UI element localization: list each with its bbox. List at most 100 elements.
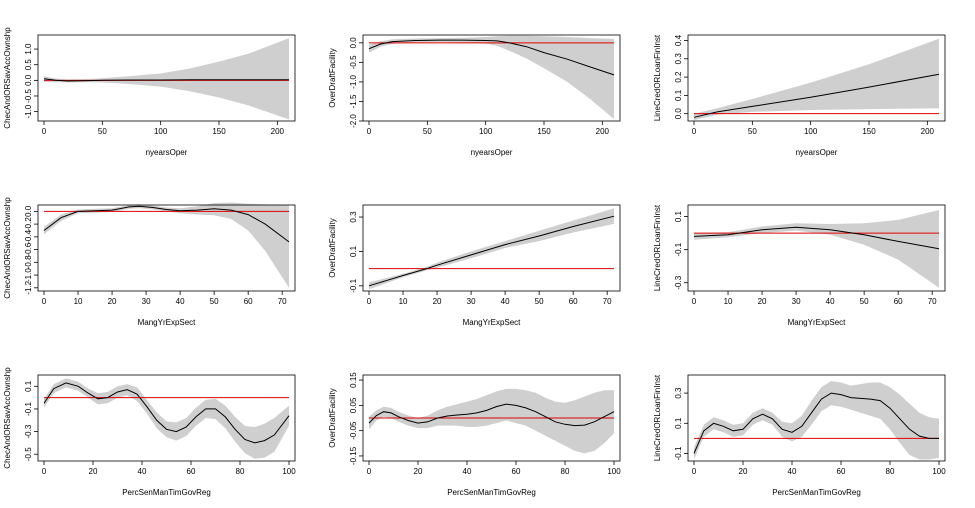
y-tick-label: 0.5 bbox=[24, 59, 33, 71]
y-tick-label: -1.2 bbox=[24, 280, 33, 294]
y-tick-label: -0.1 bbox=[674, 242, 683, 256]
x-tick-label: 20 bbox=[758, 297, 767, 306]
panel-6: 0 10 20 30 40 50 60 70 -0.3 -0.1 0.1 MangYrExpSect L… bbox=[653, 204, 946, 327]
panel-1: 0 50 100 150 200 -1.0-0.5 0.0 0.5 1.0 nyearsOper C… bbox=[3, 27, 296, 157]
fitted-smooth-line bbox=[368, 403, 615, 427]
plot-frame bbox=[37, 374, 296, 462]
y-tick-label: -0.15 bbox=[349, 446, 358, 465]
x-tick-label: 0 bbox=[692, 297, 697, 306]
y-tick-label: 0.1 bbox=[349, 245, 358, 257]
y-tick-label: -0.6 bbox=[24, 242, 33, 256]
y-axis-label: OverDraftFacility bbox=[328, 388, 337, 448]
confidence-band bbox=[44, 378, 289, 459]
x-tick-label: 0 bbox=[692, 127, 697, 136]
x-tick-label: 60 bbox=[244, 297, 253, 306]
x-tick-label: 70 bbox=[603, 297, 612, 306]
x-tick-label: 50 bbox=[210, 297, 219, 306]
x-tick-label: 0 bbox=[367, 467, 372, 476]
y-tick-label: 0.1 bbox=[674, 210, 683, 222]
x-tick-label: 200 bbox=[921, 127, 935, 136]
x-tick-label: 100 bbox=[154, 127, 168, 136]
x-tick-label: 80 bbox=[236, 467, 245, 476]
y-tick-label: -0.05 bbox=[349, 421, 358, 440]
y-axis-label: LineCredORLoanFinInst bbox=[653, 374, 662, 461]
x-tick-label: 0 bbox=[367, 297, 372, 306]
plot-frame bbox=[37, 34, 296, 122]
x-axis-label: PercSenManTimGovReg bbox=[447, 488, 536, 497]
y-tick-label: 0.0 bbox=[349, 37, 358, 49]
x-tick-label: 100 bbox=[804, 127, 818, 136]
y-tick-label: 0.0 bbox=[24, 74, 33, 86]
y-tick-label: 0.4 bbox=[674, 34, 683, 46]
x-axis-label: nyearsOper bbox=[471, 148, 513, 157]
x-axis-label: MangYrExpSect bbox=[788, 318, 847, 327]
fitted-smooth-line bbox=[43, 382, 290, 444]
x-axis-label: nyearsOper bbox=[146, 148, 188, 157]
y-tick-label: 0.3 bbox=[674, 53, 683, 65]
x-axis-label: MangYrExpSect bbox=[138, 318, 197, 327]
confidence-band bbox=[44, 202, 289, 288]
y-tick-label: 0.2 bbox=[674, 71, 683, 83]
x-tick-label: 60 bbox=[512, 467, 521, 476]
plot-frame bbox=[687, 204, 946, 292]
x-tick-label: 20 bbox=[739, 467, 748, 476]
plot-frame bbox=[362, 374, 621, 462]
x-tick-label: 70 bbox=[928, 297, 937, 306]
x-tick-label: 10 bbox=[399, 297, 408, 306]
x-tick-label: 40 bbox=[501, 297, 510, 306]
fitted-smooth-line bbox=[368, 39, 615, 76]
x-tick-label: 100 bbox=[479, 127, 493, 136]
plot-frame bbox=[37, 204, 296, 292]
y-tick-label: -1.0 bbox=[349, 74, 358, 88]
y-tick-label: -0.1 bbox=[24, 402, 33, 416]
y-tick-label: -0.3 bbox=[24, 424, 33, 438]
x-tick-label: 40 bbox=[176, 297, 185, 306]
x-tick-label: 150 bbox=[212, 127, 226, 136]
x-tick-label: 200 bbox=[596, 127, 610, 136]
y-tick-label: 0.1 bbox=[24, 380, 33, 392]
x-axis-label: nyearsOper bbox=[796, 148, 838, 157]
y-tick-label: -2.0 bbox=[349, 114, 358, 128]
x-tick-label: 100 bbox=[282, 467, 296, 476]
x-axis-label: PercSenManTimGovReg bbox=[772, 488, 861, 497]
y-tick-label: 0.05 bbox=[349, 397, 358, 413]
x-tick-label: 0 bbox=[692, 467, 697, 476]
x-tick-label: 40 bbox=[138, 467, 147, 476]
y-tick-label: -0.8 bbox=[24, 255, 33, 269]
confidence-band bbox=[694, 381, 939, 460]
x-tick-label: 60 bbox=[837, 467, 846, 476]
panel-8: 0 20 40 60 80 100 -0.15 -0.05 0.05 0.15 PercSenMan… bbox=[328, 372, 621, 497]
x-tick-label: 40 bbox=[826, 297, 835, 306]
y-tick-label: -1.5 bbox=[349, 94, 358, 108]
x-tick-label: 150 bbox=[862, 127, 876, 136]
y-tick-label: -0.5 bbox=[349, 55, 358, 69]
x-tick-label: 40 bbox=[463, 467, 472, 476]
plot-frame bbox=[687, 34, 946, 122]
panel-2: 0 50 100 150 200 -2.0 -1.5 -1.0 -0.5 0.0 nyearsOpe… bbox=[328, 34, 621, 157]
x-axis-label: MangYrExpSect bbox=[463, 318, 522, 327]
y-axis-label: ChecAndORSavAccOwnshp bbox=[3, 367, 12, 469]
x-tick-label: 70 bbox=[278, 297, 287, 306]
y-tick-label: -1.0 bbox=[24, 268, 33, 282]
x-tick-label: 60 bbox=[894, 297, 903, 306]
panel-4: 0 10 20 30 40 50 60 70 -1.2-1.0-0.8-0.6-0.4-0.20… bbox=[3, 197, 296, 327]
confidence-band bbox=[694, 210, 939, 288]
y-axis-label: OverDraftFacility bbox=[328, 218, 337, 278]
x-tick-label: 50 bbox=[535, 297, 544, 306]
x-tick-label: 0 bbox=[42, 467, 47, 476]
x-tick-label: 200 bbox=[271, 127, 285, 136]
x-tick-label: 50 bbox=[748, 127, 757, 136]
x-tick-label: 10 bbox=[724, 297, 733, 306]
x-tick-label: 30 bbox=[792, 297, 801, 306]
confidence-band bbox=[694, 38, 939, 121]
fitted-smooth-line bbox=[693, 392, 939, 454]
y-tick-label: -0.4 bbox=[24, 229, 33, 243]
x-tick-label: 40 bbox=[788, 467, 797, 476]
panel-3: 0 50 100 150 200 0.0 0.1 0.2 0.3 0.4 nyearsOper Lin… bbox=[653, 34, 946, 157]
x-axis-label: PercSenManTimGovReg bbox=[122, 488, 211, 497]
x-tick-label: 50 bbox=[860, 297, 869, 306]
y-tick-label: 0.15 bbox=[349, 372, 358, 388]
confidence-band bbox=[44, 38, 289, 120]
fitted-smooth-line bbox=[43, 205, 290, 243]
y-tick-label: 0.0 bbox=[674, 108, 683, 120]
